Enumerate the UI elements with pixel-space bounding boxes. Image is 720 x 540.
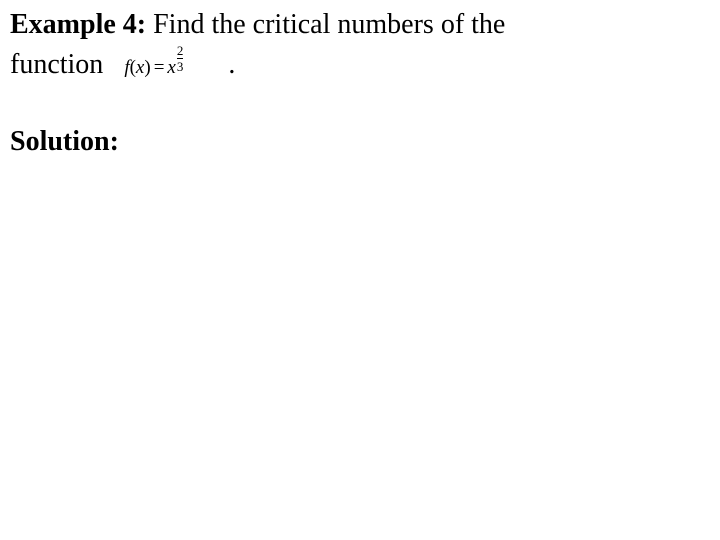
prompt-part1: Find the critical numbers of the xyxy=(146,9,505,40)
period: . xyxy=(228,48,235,82)
eq-equals: = xyxy=(154,57,165,78)
equation: f(x)=x 2 3 xyxy=(124,57,183,86)
eq-close-paren: ) xyxy=(144,57,150,78)
example-label: Example 4: xyxy=(10,9,146,40)
problem-line-2: function f(x)=x 2 3 . xyxy=(10,48,710,86)
prompt-part2: function xyxy=(10,48,103,82)
solution-label: Solution: xyxy=(10,126,710,158)
eq-exponent: 2 3 xyxy=(177,44,184,73)
eq-exp-denominator: 3 xyxy=(177,60,184,73)
problem-line-1: Example 4: Find the critical numbers of … xyxy=(10,8,710,42)
eq-exp-numerator: 2 xyxy=(177,44,184,57)
eq-base: x xyxy=(167,57,175,78)
